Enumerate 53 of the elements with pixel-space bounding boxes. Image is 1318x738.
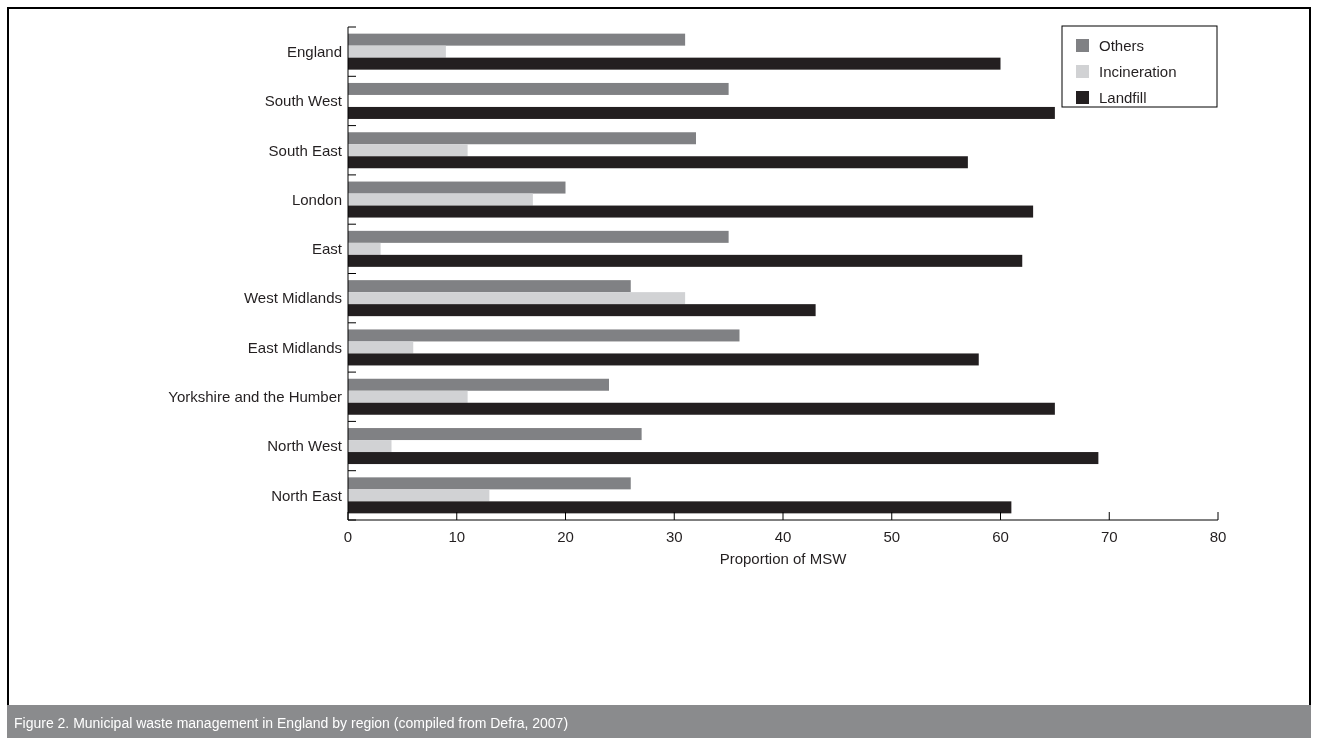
bar [348,230,729,243]
bar [348,489,490,502]
bar [348,156,968,169]
x-axis-title: Proportion of MSW [719,550,848,567]
bar [348,254,1023,267]
x-tick-label: 60 [992,528,1009,545]
bar [348,477,631,490]
bar [348,501,1012,514]
bar [348,428,642,441]
y-tick-label: North East [271,486,343,504]
y-tick-label: North West [267,437,343,455]
x-tick-label: 30 [665,528,683,545]
bar [348,45,446,58]
bar [348,106,1055,119]
legend-label: Others [1099,37,1145,55]
x-tick-label: 40 [774,528,792,545]
bar [348,57,1001,70]
y-tick-label: East [311,240,343,258]
y-tick-label: West Midlands [243,289,342,307]
bar [348,353,979,366]
bar [348,144,468,157]
bar [348,132,696,145]
x-tick-label: 70 [1100,528,1118,545]
x-tick-label: 20 [557,528,574,545]
legend-label: Incineration [1099,63,1177,81]
y-tick-label: South East [268,141,343,159]
bar [348,280,631,293]
x-tick-label: 0 [343,528,353,545]
y-tick-label: Yorkshire and the Humber [168,388,342,405]
caption: Figure 2. Municipal waste management in England by region (compiled from Defra, 2007) [14,715,569,731]
x-tick-label: 80 [1209,528,1227,545]
bar [348,440,392,453]
bar [348,242,381,255]
bar [348,329,740,342]
bar [348,33,686,46]
bar [348,402,1055,415]
bar [348,205,1034,218]
legend-label: Landfill [1099,89,1147,107]
bar [348,193,533,206]
x-tick-label: 50 [883,528,901,545]
bar [348,82,729,95]
bar [348,341,414,354]
bar [348,378,609,391]
bar [348,292,686,305]
bar [348,181,566,194]
x-tick-label: 10 [448,528,466,545]
y-tick-label: England [286,42,342,60]
y-tick-label: East Midlands [247,338,342,356]
bar [348,304,816,317]
bar [348,390,468,403]
y-tick-label: London [291,190,342,208]
y-tick-label: South West [264,92,343,110]
bar [348,452,1099,465]
